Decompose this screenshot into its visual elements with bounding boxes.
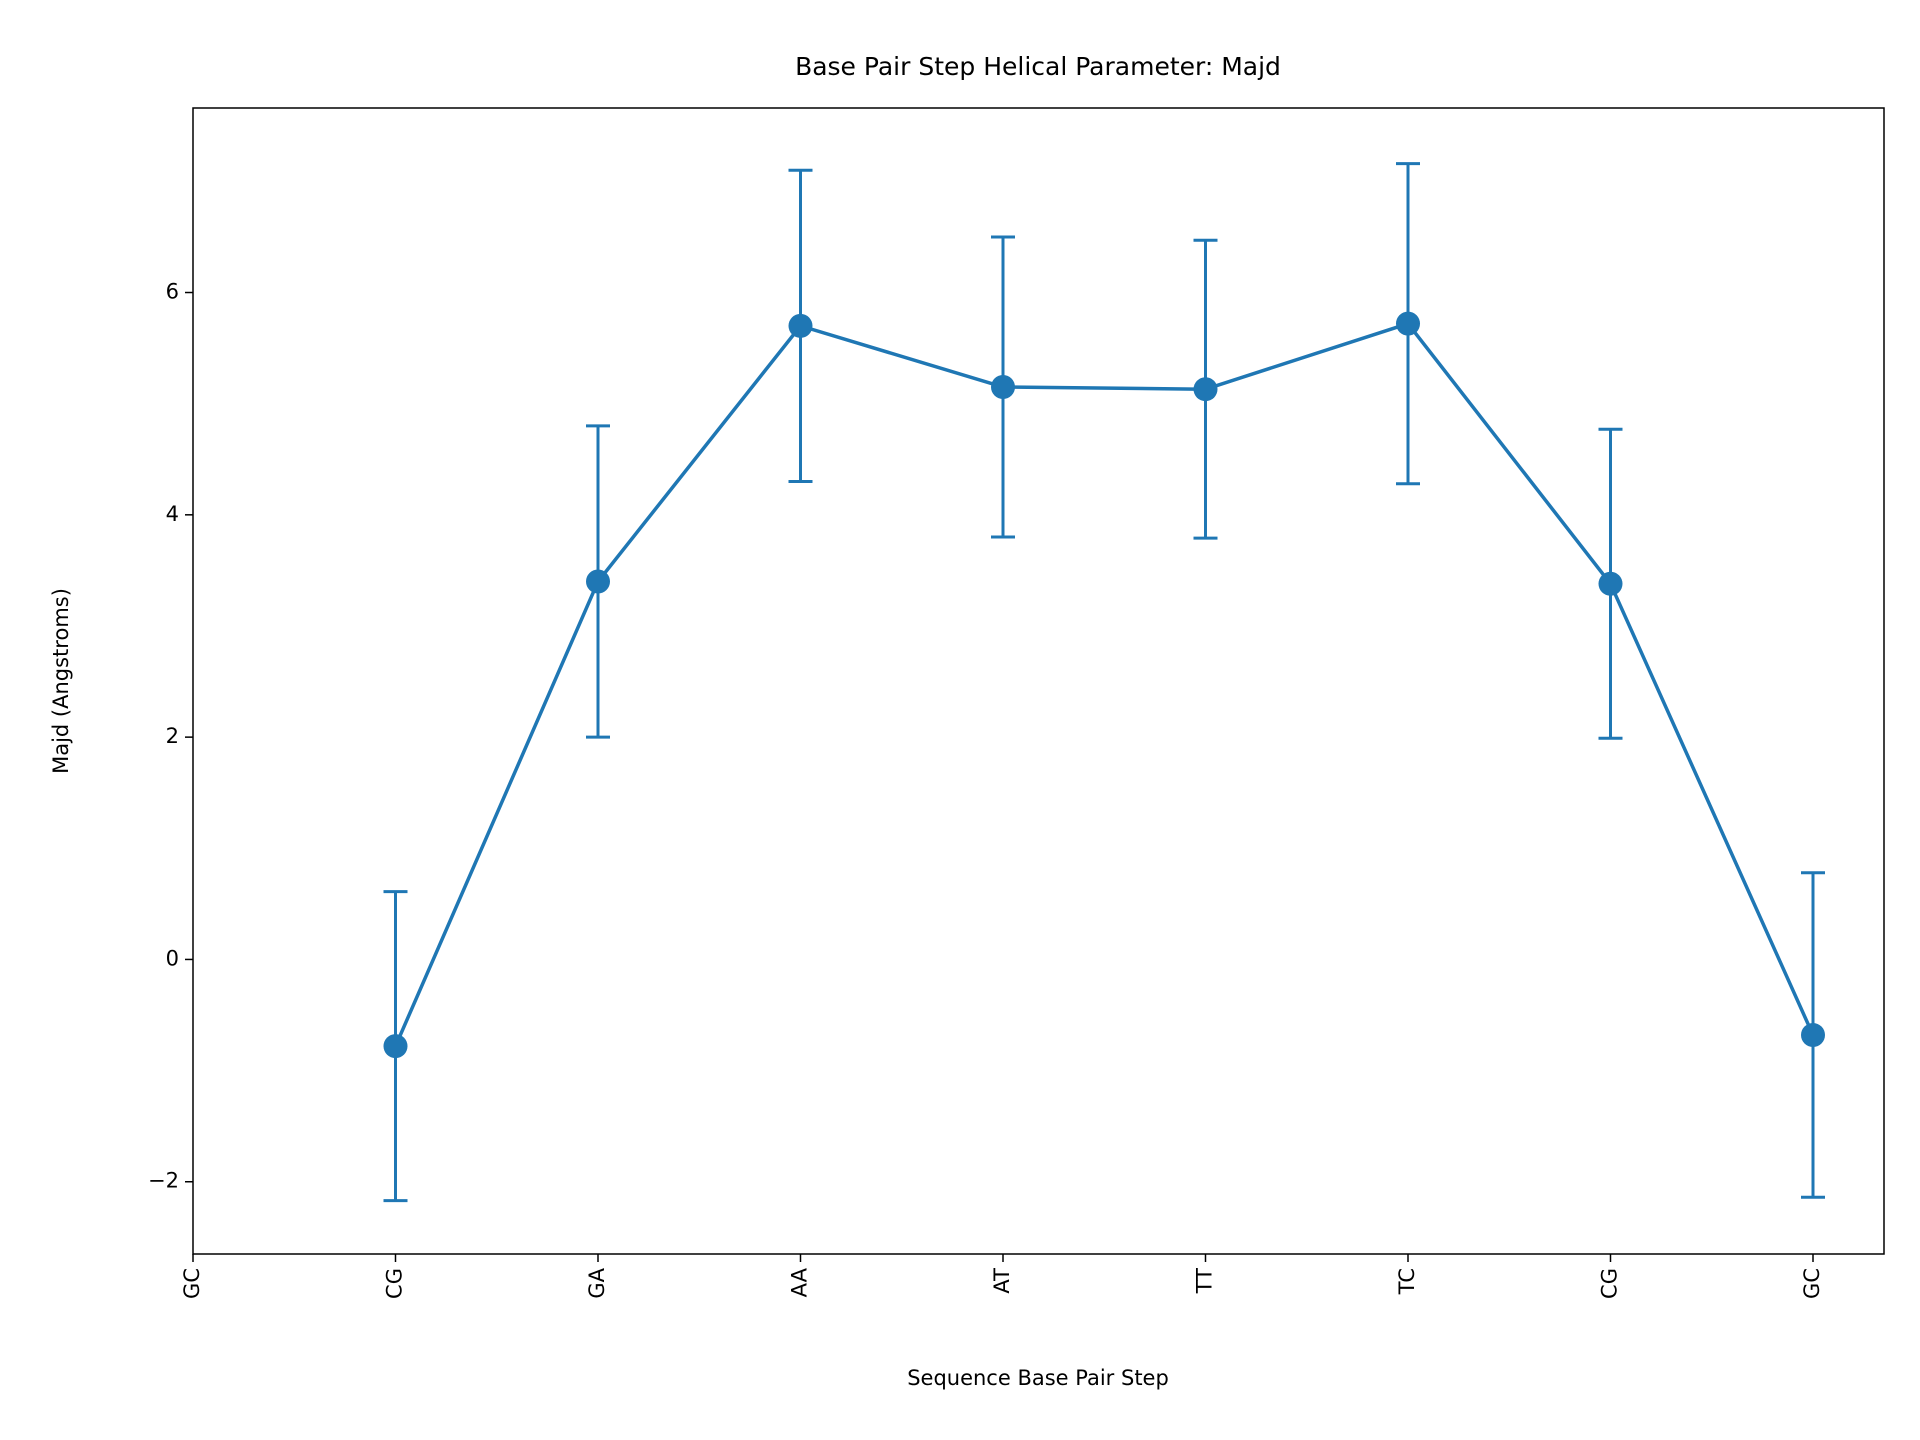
x-tick-label: GA [585, 1267, 609, 1298]
series-line [393, 321, 1815, 1047]
x-tick-label: AA [788, 1267, 812, 1297]
x-tick-label: TC [1395, 1268, 1419, 1295]
chart-title: Base Pair Step Helical Parameter: Majd [795, 52, 1281, 81]
plot-frame [192, 107, 1885, 1255]
y-tick-label: 2 [166, 724, 179, 748]
x-axis-label: Sequence Base Pair Step [907, 1366, 1169, 1390]
x-tick-label: GC [180, 1268, 204, 1299]
marker [383, 1034, 408, 1059]
y-tick-label: 4 [166, 502, 179, 526]
marker [586, 569, 610, 594]
marker [1801, 1023, 1825, 1048]
marker [1396, 311, 1420, 336]
marker [1193, 377, 1218, 402]
x-tick-label: TT [1193, 1268, 1217, 1294]
y-tick-label: 6 [166, 280, 179, 304]
x-tick-label: AT [990, 1268, 1014, 1294]
y-axis-label: Majd (Angstroms) [49, 588, 73, 774]
marker [991, 374, 1015, 399]
marker [1598, 571, 1623, 596]
y-tick-label: 0 [166, 946, 179, 970]
marker [788, 313, 813, 338]
y-tick-label: −2 [148, 1169, 179, 1193]
x-tick-label: CG [383, 1268, 407, 1299]
x-tick-label: GC [1800, 1268, 1824, 1299]
x-tick-label: CG [1598, 1268, 1622, 1299]
